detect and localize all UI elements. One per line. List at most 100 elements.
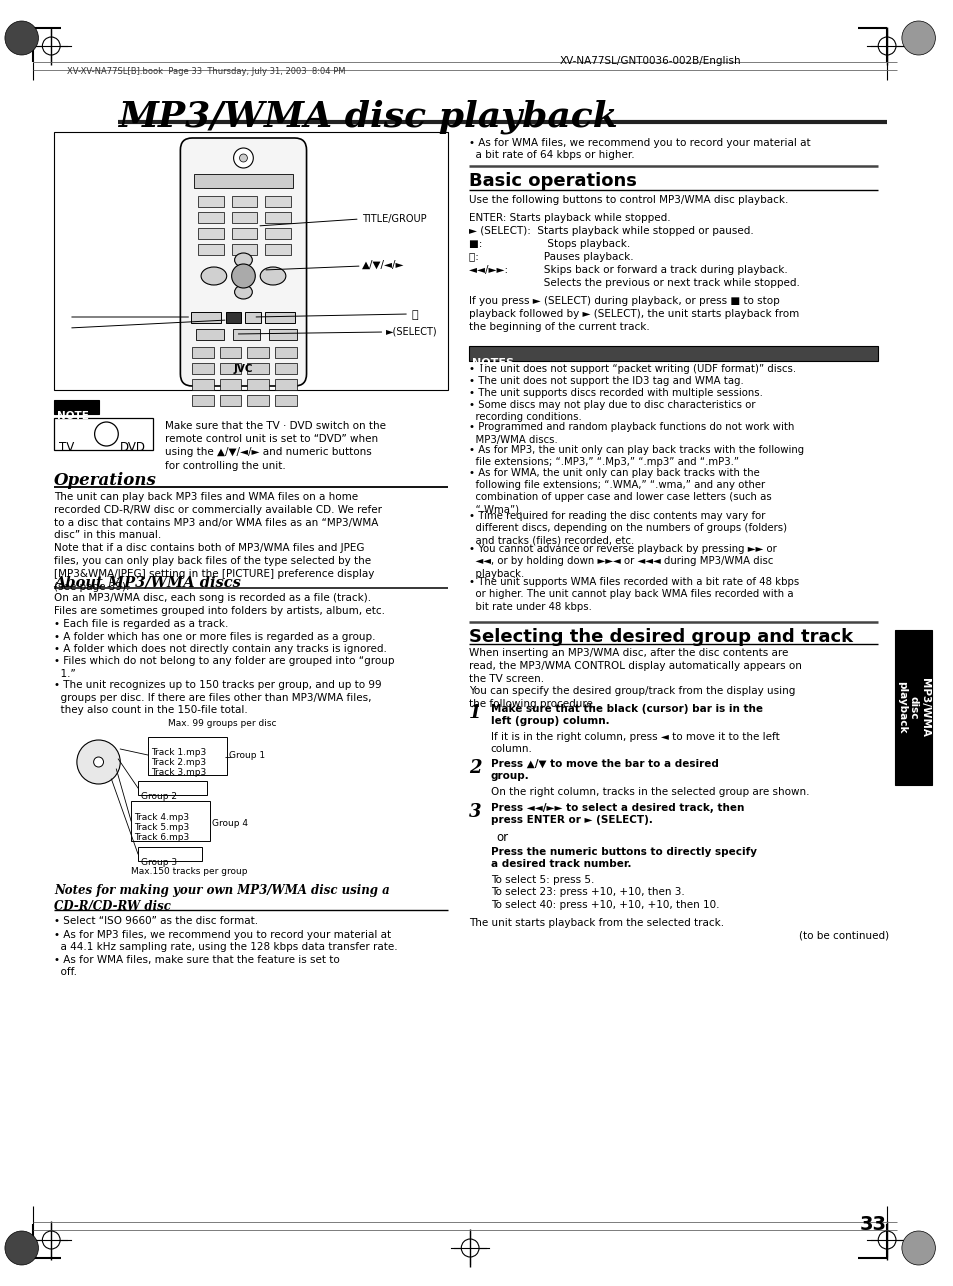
Text: XV-XV-NA77SL[B].book  Page 33  Thursday, July 31, 2003  8:04 PM: XV-XV-NA77SL[B].book Page 33 Thursday, J… [67, 67, 345, 76]
Text: • The unit recognizes up to 150 tracks per group, and up to 99
  groups per disc: • The unit recognizes up to 150 tracks p… [54, 680, 381, 715]
Bar [247, 395, 269, 406]
Text: TITLE/GROUP: TITLE/GROUP [361, 213, 426, 224]
Bar [265, 212, 291, 222]
Circle shape [901, 1231, 934, 1265]
Text: Track 6.mp3: Track 6.mp3 [134, 833, 189, 842]
Text: • The unit supports WMA files recorded with a bit rate of 48 kbps
  or higher. T: • The unit supports WMA files recorded w… [469, 577, 799, 612]
Bar [131, 801, 210, 841]
Text: The unit can play back MP3 files and WMA files on a home
recorded CD-R/RW disc o: The unit can play back MP3 files and WMA… [54, 493, 382, 592]
Bar [192, 379, 213, 390]
Bar [219, 395, 241, 406]
Bar [198, 212, 224, 222]
Text: Track 5.mp3: Track 5.mp3 [134, 823, 189, 832]
Text: About MP3/WMA discs: About MP3/WMA discs [54, 575, 241, 589]
Circle shape [239, 154, 247, 162]
Text: • Time required for reading the disc contents may vary for
  different discs, de: • Time required for reading the disc con… [469, 511, 786, 545]
Text: Group 4: Group 4 [212, 819, 248, 828]
Text: Press the numeric buttons to directly specify
a desired track number.: Press the numeric buttons to directly sp… [491, 847, 756, 868]
Text: Track 4.mp3: Track 4.mp3 [134, 813, 189, 822]
Bar [274, 363, 296, 374]
Text: Group 3: Group 3 [141, 858, 177, 867]
Text: If you press ► (SELECT) during playback, or press ■ to stop
playback followed by: If you press ► (SELECT) during playback,… [469, 296, 799, 332]
Text: • The unit supports discs recorded with multiple sessions.: • The unit supports discs recorded with … [469, 388, 762, 397]
Text: • As for WMA, the unit only can play back tracks with the
  following file exten: • As for WMA, the unit only can play bac… [469, 468, 771, 514]
Text: ⏸: ⏸ [411, 310, 417, 320]
Bar [247, 347, 269, 358]
Text: ENTER: Starts playback while stopped.: ENTER: Starts playback while stopped. [469, 213, 670, 222]
Ellipse shape [234, 253, 252, 267]
Text: • As for WMA files, we recommend you to record your material at
  a bit rate of : • As for WMA files, we recommend you to … [469, 138, 810, 161]
Text: ► (SELECT):  Starts playback while stopped or paused.: ► (SELECT): Starts playback while stoppe… [469, 226, 753, 237]
Text: • Files which do not belong to any folder are grouped into “group
  1.”: • Files which do not belong to any folde… [54, 656, 395, 679]
Text: Group 1: Group 1 [229, 751, 265, 760]
Text: Use the following buttons to control MP3/WMA disc playback.: Use the following buttons to control MP3… [469, 195, 788, 204]
Text: Press ◄◄/►► to select a desired track, then
press ENTER or ► (SELECT).: Press ◄◄/►► to select a desired track, t… [491, 802, 743, 824]
Text: 2: 2 [469, 759, 481, 777]
Text: The unit starts playback from the selected track.: The unit starts playback from the select… [469, 918, 723, 928]
Circle shape [901, 21, 934, 55]
Text: Group 2: Group 2 [141, 792, 176, 801]
Text: Max.150 tracks per group: Max.150 tracks per group [131, 867, 248, 876]
Bar [247, 379, 269, 390]
Text: JVC: JVC [233, 364, 253, 374]
Bar [233, 329, 260, 340]
Text: MP3/WMA
disc
playback: MP3/WMA disc playback [896, 678, 929, 737]
Text: Make sure that the black (cursor) bar is in the
left (group) column.: Make sure that the black (cursor) bar is… [491, 703, 762, 725]
Text: ■:                    Stops playback.: ■: Stops playback. [469, 239, 630, 249]
Text: Notes for making your own MP3/WMA disc using a
CD-R/CD-RW disc: Notes for making your own MP3/WMA disc u… [54, 883, 390, 913]
Text: Press ▲/▼ to move the bar to a desired
group.: Press ▲/▼ to move the bar to a desired g… [491, 759, 718, 781]
Text: To select 5: press 5.
To select 23: press +10, +10, then 3.
To select 40: press : To select 5: press 5. To select 23: pres… [491, 874, 719, 909]
Bar [226, 312, 241, 323]
Text: • As for WMA files, make sure that the feature is set to
  off.: • As for WMA files, make sure that the f… [54, 954, 339, 977]
Text: NOTE: NOTE [57, 412, 89, 421]
Circle shape [94, 422, 118, 446]
Ellipse shape [234, 285, 252, 300]
Bar [265, 228, 291, 239]
Bar [274, 347, 296, 358]
Text: ▲/▼/◄/►: ▲/▼/◄/► [361, 260, 404, 270]
Text: ►(SELECT): ►(SELECT) [386, 327, 437, 337]
Bar [198, 195, 224, 207]
Bar [192, 347, 213, 358]
Bar [54, 418, 152, 450]
Ellipse shape [201, 267, 227, 285]
Text: 3: 3 [469, 802, 481, 820]
Bar [265, 244, 291, 255]
Bar [192, 363, 213, 374]
Bar [138, 781, 207, 795]
Text: On an MP3/WMA disc, each song is recorded as a file (track).
Files are sometimes: On an MP3/WMA disc, each song is recorde… [54, 593, 385, 616]
Bar [265, 195, 291, 207]
Circle shape [77, 739, 120, 784]
Bar [232, 195, 257, 207]
Bar [232, 244, 257, 255]
Text: • As for MP3 files, we recommend you to record your material at
  a 44.1 kHz sam: • As for MP3 files, we recommend you to … [54, 930, 397, 952]
Text: NOTES: NOTES [472, 358, 514, 368]
Text: On the right column, tracks in the selected group are shown.: On the right column, tracks in the selec… [491, 787, 808, 797]
Text: • A folder which does not directly contain any tracks is ignored.: • A folder which does not directly conta… [54, 644, 387, 655]
Text: • Select “ISO 9660” as the disc format.: • Select “ISO 9660” as the disc format. [54, 916, 258, 926]
Bar [219, 347, 241, 358]
Text: 33: 33 [860, 1215, 886, 1235]
Bar [219, 379, 241, 390]
Text: • Programmed and random playback functions do not work with
  MP3/WMA discs.: • Programmed and random playback functio… [469, 423, 794, 445]
Bar [148, 737, 227, 775]
Bar [274, 395, 296, 406]
Bar [247, 363, 269, 374]
Bar [265, 312, 294, 323]
Text: Track 2.mp3: Track 2.mp3 [151, 757, 206, 766]
Circle shape [232, 264, 255, 288]
Bar [232, 212, 257, 222]
Bar [138, 847, 202, 862]
Bar [198, 244, 224, 255]
Text: XV-NA77SL/GNT0036-002B/English: XV-NA77SL/GNT0036-002B/English [559, 57, 740, 66]
Circle shape [93, 757, 103, 766]
Circle shape [233, 148, 253, 168]
Text: Make sure that the TV · DVD switch on the
remote control unit is set to “DVD” wh: Make sure that the TV · DVD switch on th… [165, 421, 385, 471]
Text: Max. 99 groups per disc: Max. 99 groups per disc [168, 719, 275, 728]
Text: TV: TV [59, 441, 74, 454]
Text: • A folder which has one or more files is regarded as a group.: • A folder which has one or more files i… [54, 631, 375, 642]
Bar [245, 312, 261, 323]
Bar [198, 228, 224, 239]
Text: • You cannot advance or reverse playback by pressing ►► or
  ◄◄, or by holding d: • You cannot advance or reverse playback… [469, 544, 776, 579]
Bar [191, 312, 220, 323]
